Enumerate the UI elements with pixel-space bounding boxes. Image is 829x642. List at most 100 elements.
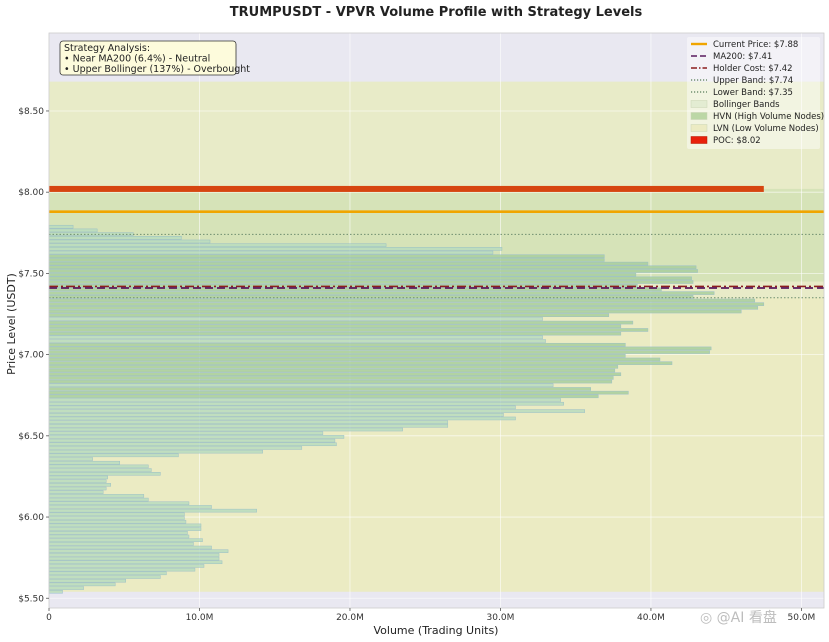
x-axis-label: Volume (Trading Units) bbox=[374, 624, 499, 637]
x-tick-label: 40.0M bbox=[637, 613, 665, 623]
y-tick-label: $6.00 bbox=[18, 513, 44, 523]
volume-bar bbox=[48, 508, 257, 513]
x-tick-label: 0 bbox=[46, 613, 52, 623]
volume-bar bbox=[48, 269, 698, 273]
annotation-box bbox=[59, 40, 237, 76]
watermark: ◎ @AI 看盘 bbox=[700, 609, 777, 626]
volume-bar bbox=[48, 346, 712, 351]
volume-bar bbox=[48, 342, 626, 347]
volume-bar bbox=[48, 361, 673, 365]
volume-bar bbox=[48, 368, 616, 373]
x-tick-label: 30.0M bbox=[487, 613, 515, 623]
legend-label: Bollinger Bands bbox=[713, 100, 780, 110]
volume-bar bbox=[48, 516, 185, 520]
legend-swatch bbox=[690, 124, 708, 132]
volume-bar bbox=[48, 442, 337, 447]
axes-frame bbox=[48, 32, 825, 609]
volume-bar bbox=[48, 261, 649, 266]
volume-bar bbox=[48, 582, 116, 587]
y-tick-label: $7.50 bbox=[18, 269, 44, 279]
volume-bar bbox=[48, 354, 626, 358]
volume-bar bbox=[48, 483, 111, 487]
volume-bar bbox=[48, 446, 303, 450]
volume-bar bbox=[48, 586, 84, 590]
volume-bar bbox=[48, 250, 494, 255]
legend-swatch bbox=[690, 100, 708, 108]
volume-bar bbox=[48, 379, 613, 384]
volume-bar bbox=[48, 519, 187, 524]
legend: Current Price: $7.88 MA200: $7.41 Holder C… bbox=[687, 37, 824, 149]
volume-bar bbox=[48, 501, 190, 506]
volume-bar bbox=[48, 590, 63, 594]
y-tick-label: $6.50 bbox=[18, 432, 44, 442]
plot-area: $5.50 $6.00 $6.50 $7.00 $7.50 $8.00 $8.50 0 10.0… bbox=[18, 32, 825, 623]
volume-bar bbox=[48, 505, 212, 509]
volume-bar bbox=[48, 331, 622, 336]
volume-bar bbox=[48, 276, 692, 281]
volume-bar bbox=[48, 320, 634, 325]
volume-bar bbox=[48, 427, 403, 432]
volume-bar bbox=[48, 542, 194, 546]
volume-bar bbox=[48, 531, 188, 535]
volume-bar bbox=[48, 409, 585, 413]
volume-bar bbox=[48, 298, 756, 303]
volume-bar bbox=[48, 413, 504, 417]
volume-bar bbox=[48, 479, 107, 483]
legend-swatch bbox=[690, 112, 708, 120]
y-tick-label: $8.00 bbox=[18, 188, 44, 198]
volume-bar bbox=[48, 464, 149, 469]
annotation-line: Strategy Analysis: bbox=[64, 43, 150, 54]
volume-bar bbox=[48, 527, 202, 531]
volume-bar bbox=[48, 435, 345, 439]
volume-bar bbox=[48, 224, 74, 229]
legend-label: POC: $8.02 bbox=[713, 136, 761, 146]
volume-bar bbox=[48, 556, 220, 561]
volume-bar bbox=[48, 291, 715, 295]
poc-bar bbox=[49, 185, 764, 192]
volume-bar bbox=[48, 376, 614, 380]
annotation-line: • Near MA200 (6.4%) - Neutral bbox=[64, 54, 210, 65]
volume-bar bbox=[48, 424, 449, 428]
volume-bar bbox=[48, 490, 104, 494]
volume-bar bbox=[48, 416, 516, 421]
legend-label: LVN (Low Volume Nodes) bbox=[713, 124, 819, 134]
volume-bar bbox=[48, 313, 610, 317]
volume-bar bbox=[48, 567, 196, 572]
y-axis-label: Price Level (USDT) bbox=[5, 273, 18, 375]
volume-bar bbox=[48, 317, 543, 321]
volume-bar bbox=[48, 538, 203, 542]
volume-bar bbox=[48, 228, 98, 233]
volume-bar bbox=[48, 497, 149, 502]
volume-bar bbox=[48, 280, 694, 284]
volume-bar bbox=[48, 512, 185, 517]
volume-bar bbox=[48, 247, 503, 251]
volume-bar bbox=[48, 564, 205, 568]
volume-bar bbox=[48, 460, 120, 465]
volume-bar bbox=[48, 265, 697, 270]
legend-swatch bbox=[690, 136, 708, 144]
volume-bar bbox=[48, 486, 107, 491]
volume-bar bbox=[48, 372, 622, 376]
volume-bar bbox=[48, 398, 561, 402]
volume-bar bbox=[48, 236, 182, 240]
volume-bar bbox=[48, 405, 516, 410]
volume-bar bbox=[48, 472, 161, 476]
volume-bar bbox=[48, 420, 449, 424]
volume-bar bbox=[48, 468, 152, 472]
volume-bar bbox=[48, 306, 759, 310]
volume-bar bbox=[48, 549, 229, 553]
volume-bar bbox=[48, 254, 605, 258]
volume-bar bbox=[48, 534, 190, 539]
strategy-annotation: Strategy Analysis:• Near MA200 (6.4%) - … bbox=[59, 40, 250, 76]
volume-bar bbox=[48, 571, 167, 576]
legend-label: Holder Cost: $7.42 bbox=[713, 64, 793, 74]
volume-bar bbox=[48, 272, 637, 277]
volume-bar bbox=[48, 357, 661, 362]
x-tick-label: 10.0M bbox=[186, 613, 214, 623]
volume-bar bbox=[48, 239, 211, 244]
volume-bar bbox=[48, 438, 336, 443]
volume-bar bbox=[48, 449, 263, 454]
volume-bar bbox=[48, 457, 93, 461]
volume-bar bbox=[48, 475, 108, 480]
